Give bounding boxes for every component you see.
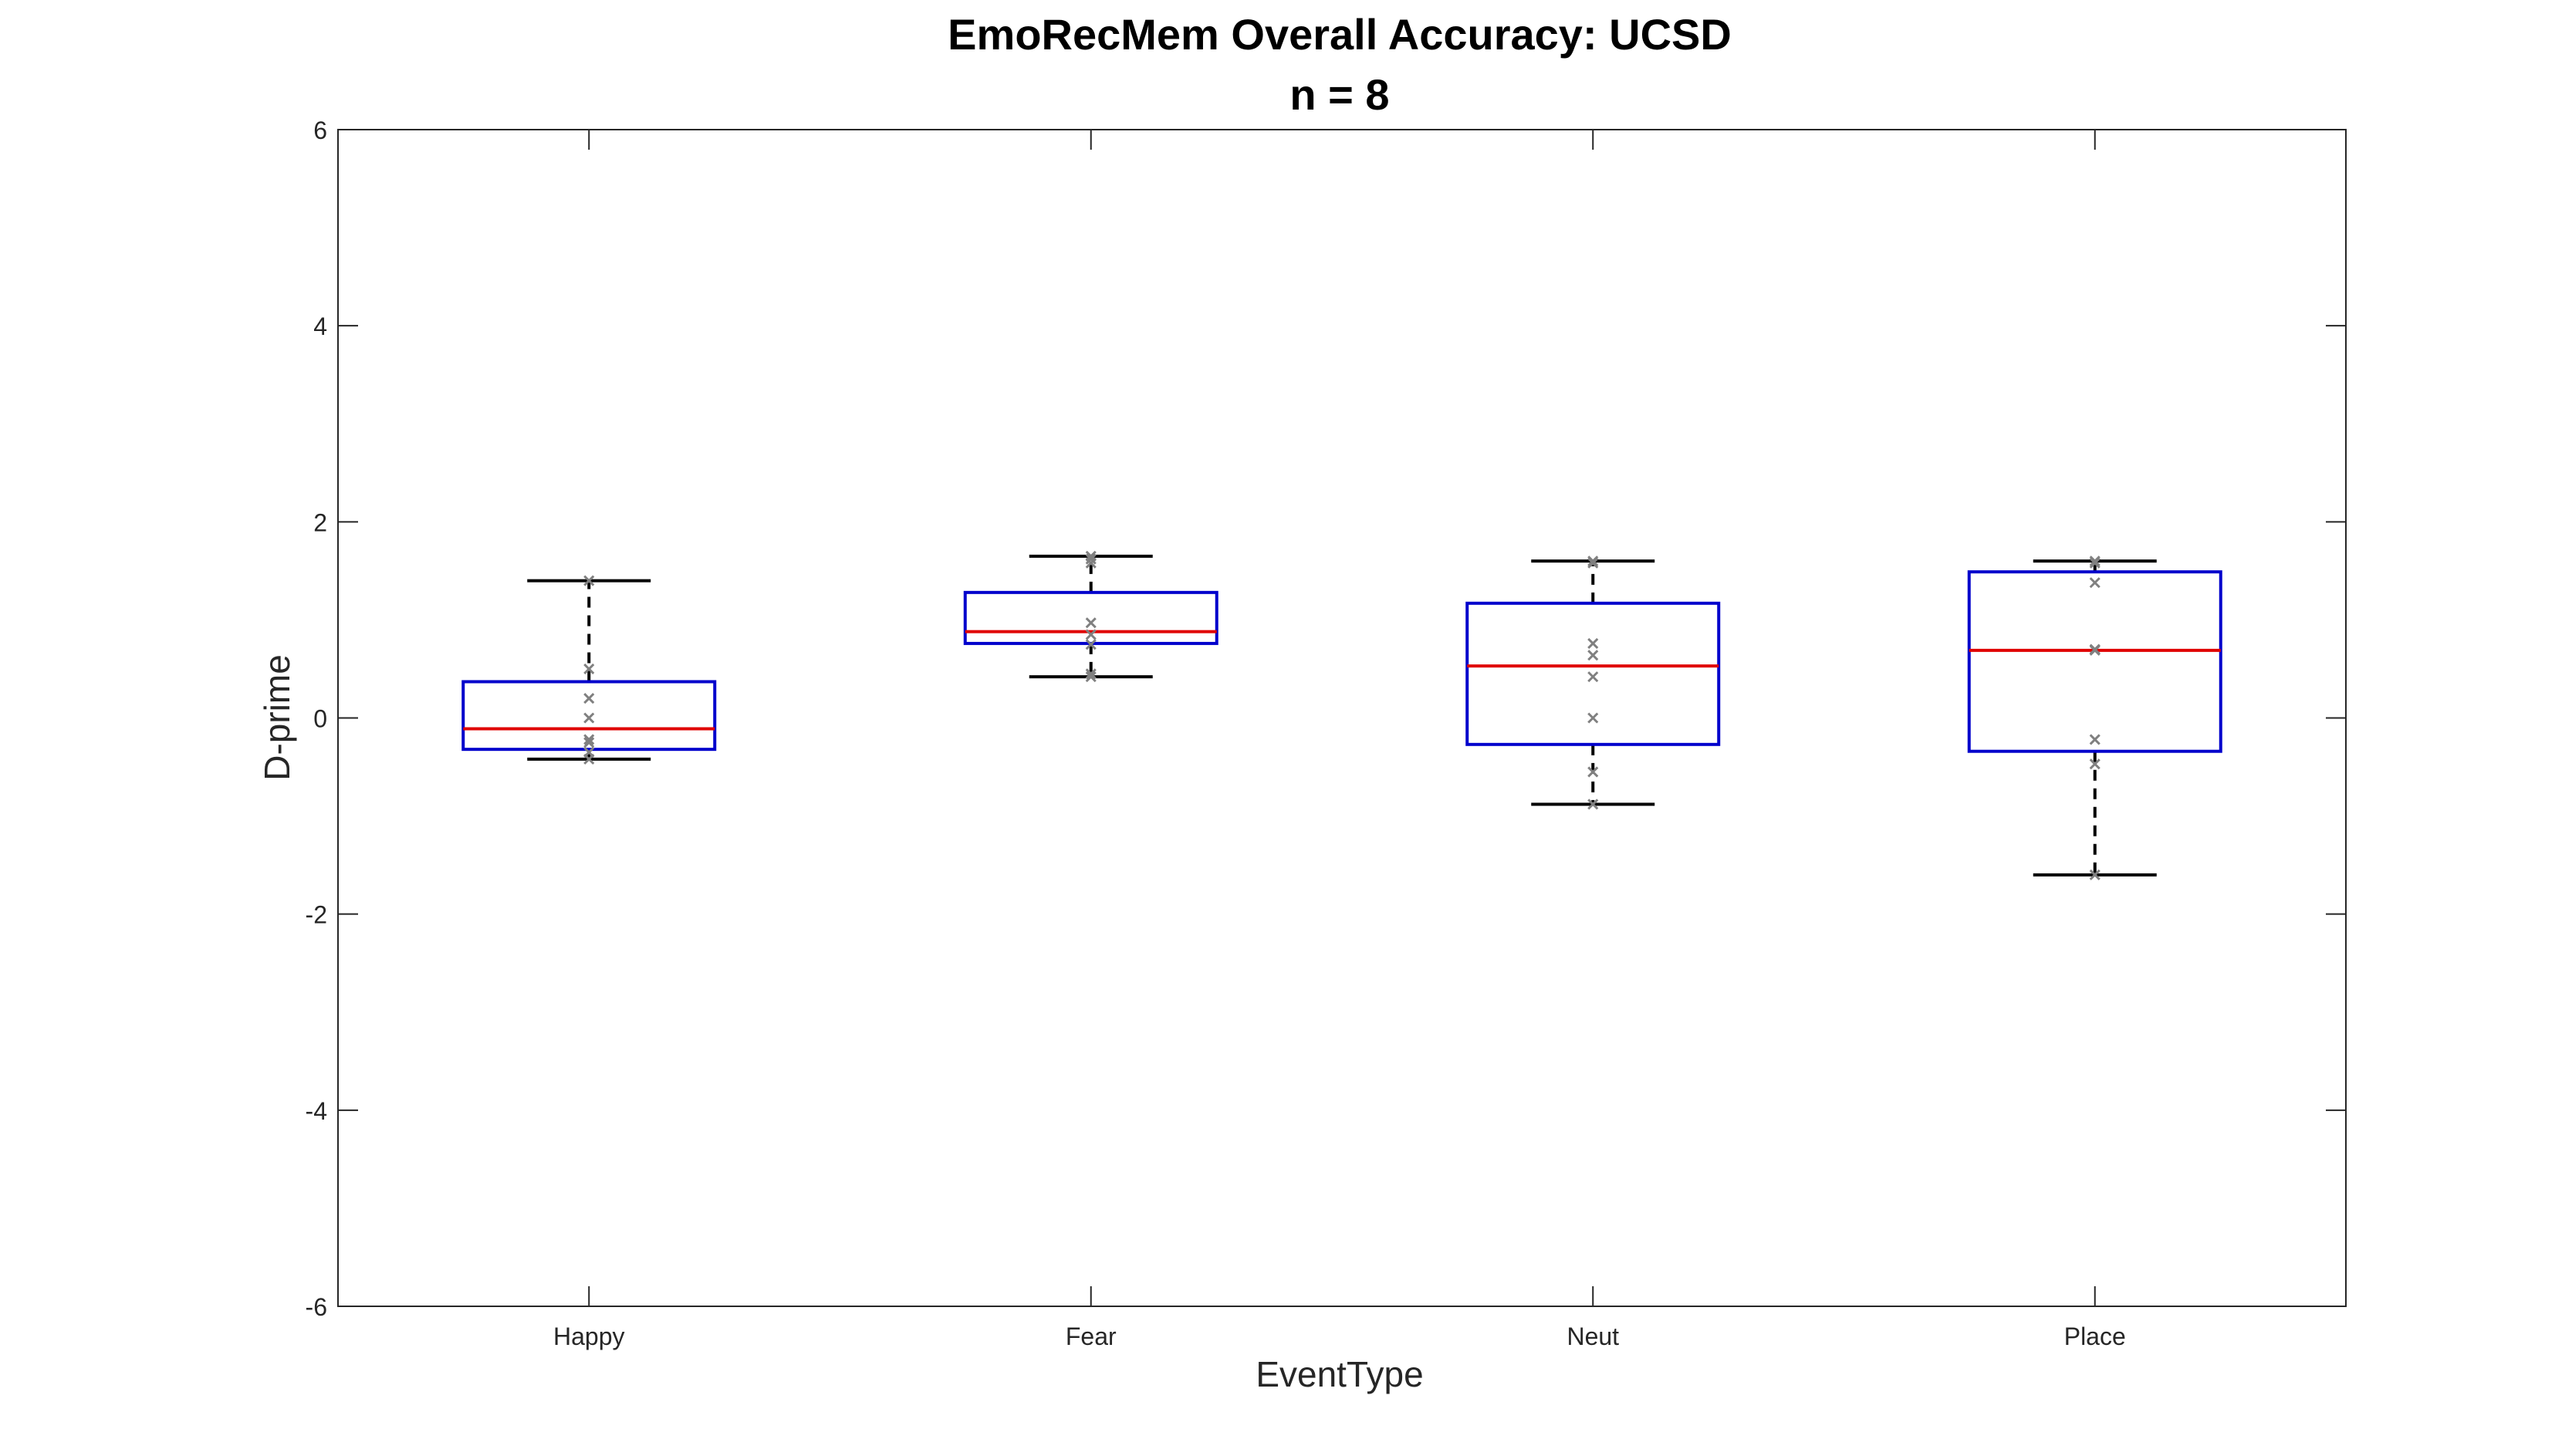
box-iqr	[1967, 570, 2222, 753]
data-point	[583, 712, 595, 724]
data-point	[1085, 639, 1097, 650]
x-tick-label: Happy	[553, 1323, 625, 1350]
x-tick-label: Fear	[1066, 1323, 1117, 1350]
data-point	[2089, 758, 2101, 770]
data-point	[583, 734, 595, 745]
data-point	[583, 663, 595, 675]
box-iqr	[1465, 601, 1721, 746]
data-point	[1587, 557, 1599, 569]
data-point	[1085, 671, 1097, 683]
data-point	[2089, 556, 2101, 567]
chart-title: EmoRecMem Overall Accuracy: UCSD	[948, 10, 1732, 59]
data-point	[2089, 869, 2101, 880]
data-point	[1085, 617, 1097, 629]
y-tick-label: -4	[306, 1097, 327, 1125]
data-point	[2089, 577, 2101, 589]
data-point	[1085, 668, 1097, 680]
y-tick-label: 6	[313, 117, 327, 144]
data-point	[1085, 629, 1097, 640]
data-point	[1587, 766, 1599, 778]
x-tick-label: Neut	[1567, 1323, 1619, 1350]
x-axis-label: EventType	[1256, 1354, 1423, 1394]
data-point	[583, 575, 595, 586]
y-tick-label: 0	[313, 705, 327, 733]
data-point	[2089, 644, 2101, 655]
data-point	[1085, 553, 1097, 565]
data-point	[1085, 550, 1097, 562]
data-point	[1587, 799, 1599, 810]
plot-area: -6 -4 -2 0 2 4 6 Happy Fear Neut Place	[306, 117, 2347, 1350]
y-tick-label: 2	[313, 508, 327, 536]
x-tick-label: Place	[2064, 1323, 2126, 1350]
data-point	[583, 746, 595, 758]
data-point	[1587, 671, 1599, 683]
chart-subtitle: n = 8	[1289, 70, 1389, 119]
axes-frame	[337, 129, 2347, 1307]
data-point	[1587, 712, 1599, 724]
data-point	[1587, 556, 1599, 567]
y-axis-label: D-prime	[257, 654, 297, 781]
y-tick-label: -2	[306, 901, 327, 929]
data-point	[583, 693, 595, 704]
y-tick-label: -6	[306, 1293, 327, 1321]
data-point	[583, 737, 595, 748]
data-point	[1587, 650, 1599, 661]
data-point	[2089, 557, 2101, 569]
y-tick-label: 4	[313, 312, 327, 340]
data-point	[2089, 734, 2101, 745]
data-point	[1587, 637, 1599, 649]
box-iqr	[461, 680, 717, 752]
